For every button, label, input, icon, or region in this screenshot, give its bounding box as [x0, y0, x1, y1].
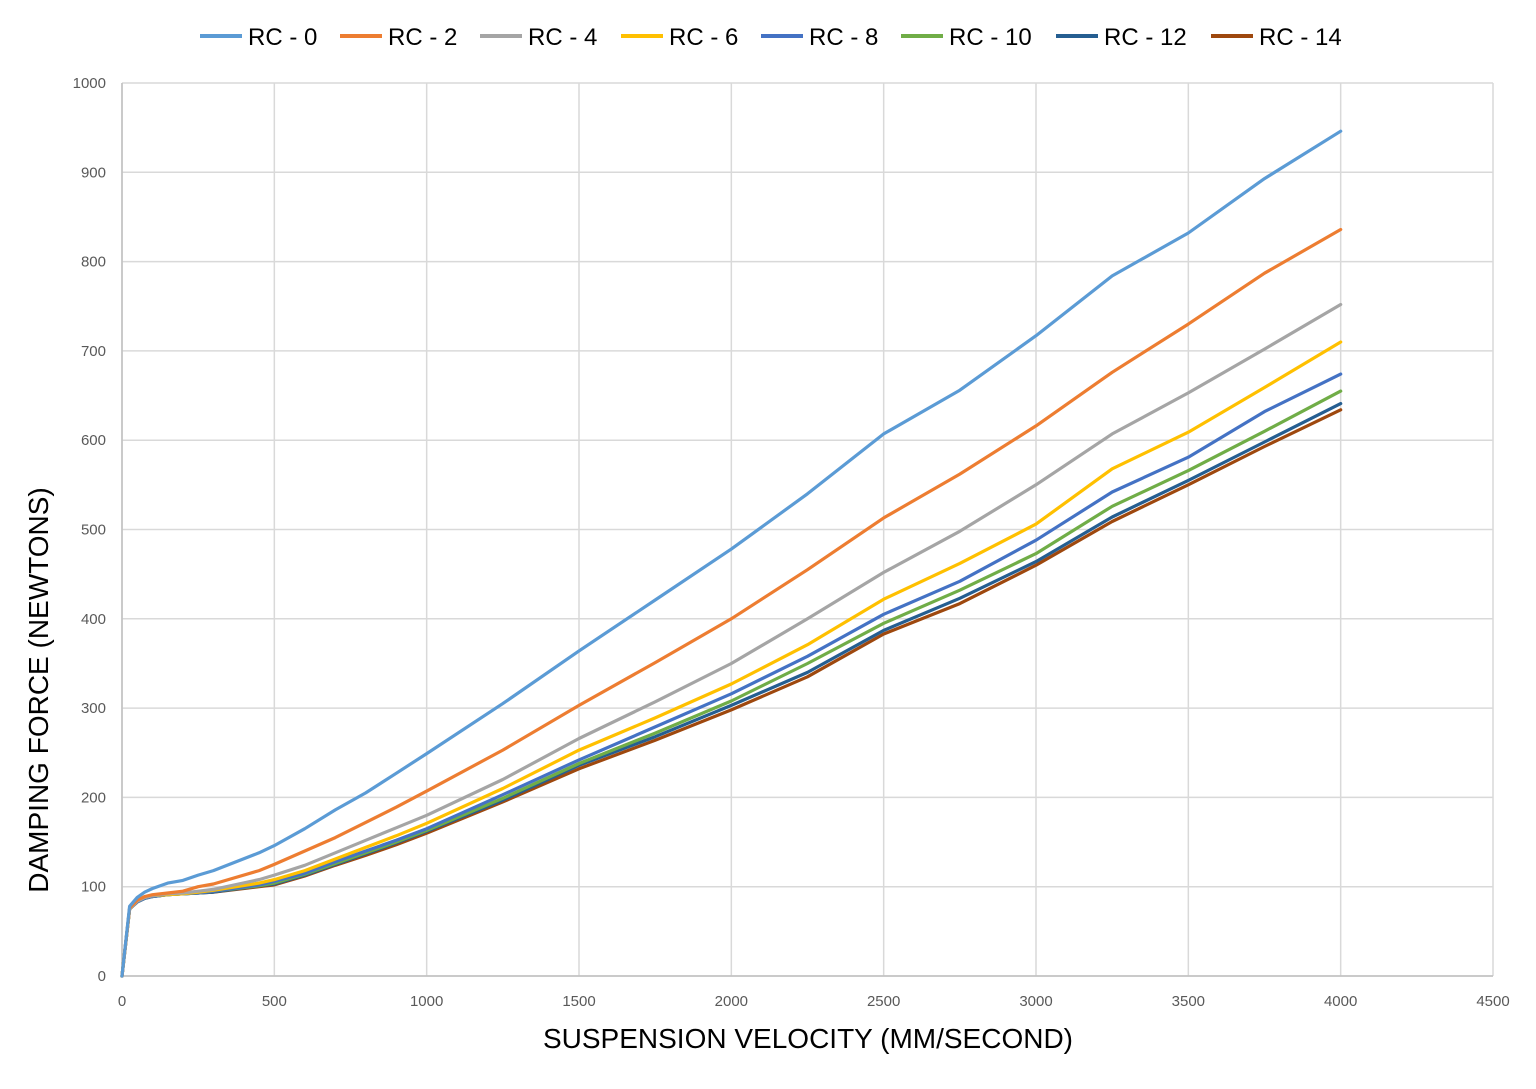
x-tick-label: 2500 [867, 993, 900, 1010]
y-tick-label: 300 [81, 700, 106, 717]
y-tick-label: 200 [81, 789, 106, 806]
y-tick-label: 800 [81, 254, 106, 271]
legend-label-rc-8: RC - 8 [809, 24, 878, 51]
x-tick-label: 2000 [715, 993, 748, 1010]
legend-label-rc-14: RC - 14 [1259, 24, 1342, 51]
y-tick-label: 100 [81, 879, 106, 896]
x-tick-label: 4500 [1476, 993, 1509, 1010]
y-tick-label: 500 [81, 522, 106, 539]
x-tick-label: 3500 [1172, 993, 1205, 1010]
x-tick-label: 4000 [1324, 993, 1357, 1010]
y-tick-label: 700 [81, 343, 106, 360]
x-axis-title: SUSPENSION VELOCITY (MM/SECOND) [543, 1023, 1073, 1054]
series-line-rc-0 [120, 129, 1343, 978]
y-axis-title: DAMPING FORCE (NEWTONS) [23, 487, 54, 892]
x-tick-label: 3000 [1019, 993, 1052, 1010]
x-tick-label: 500 [262, 993, 287, 1010]
x-tick-label: 1000 [410, 993, 443, 1010]
legend-label-rc-12: RC - 12 [1104, 24, 1187, 51]
x-tick-label: 0 [118, 993, 126, 1010]
axis-layer: 0 100 200 300 400 500 600 700 800 900 1000 0 500 1000… [73, 75, 1510, 1010]
y-tick-label: 0 [98, 968, 106, 985]
legend: RC - 0 RC - 2 RC - 4 RC - 6 RC - 8 RC - 10 RC … [200, 24, 1342, 51]
x-tick-label: 1500 [562, 993, 595, 1010]
y-tick-label: 600 [81, 432, 106, 449]
legend-label-rc-4: RC - 4 [528, 24, 597, 51]
legend-label-rc-6: RC - 6 [669, 24, 738, 51]
legend-label-rc-0: RC - 0 [248, 24, 317, 51]
series-line-rc-2 [120, 227, 1343, 978]
series-layer [120, 129, 1343, 978]
y-tick-label: 1000 [73, 75, 106, 92]
y-tick-label: 900 [81, 164, 106, 181]
legend-label-rc-2: RC - 2 [388, 24, 457, 51]
legend-label-rc-10: RC - 10 [949, 24, 1032, 51]
y-tick-label: 400 [81, 611, 106, 628]
